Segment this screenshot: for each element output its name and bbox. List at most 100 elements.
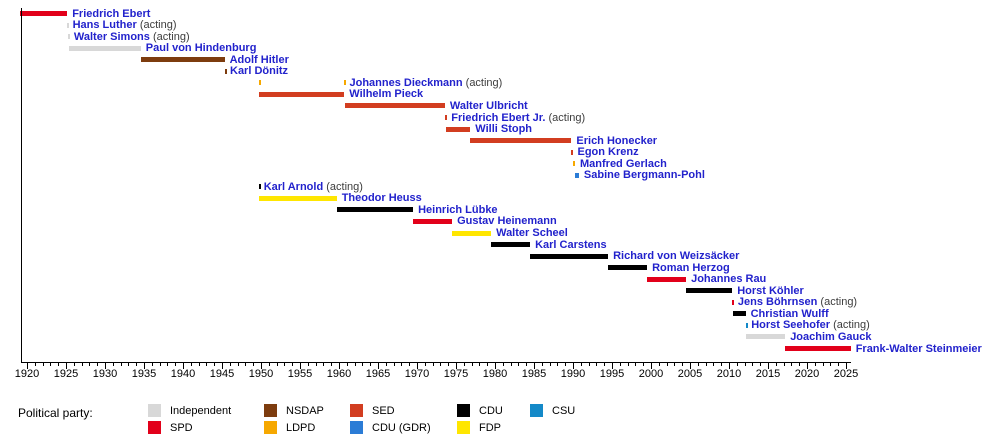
- person-label[interactable]: Erich Honecker: [576, 135, 657, 148]
- axis-minor-tick: [401, 363, 403, 366]
- axis-major-tick: [729, 363, 730, 369]
- person-label[interactable]: Hans Luther (acting): [73, 19, 177, 32]
- person-name[interactable]: Jens Böhrnsen: [737, 296, 818, 309]
- legend-item: SED: [350, 404, 480, 418]
- person-label[interactable]: Paul von Hindenburg: [146, 42, 257, 55]
- person-label[interactable]: Theodor Heuss: [342, 192, 422, 205]
- person-label[interactable]: Walter Simons (acting): [74, 31, 190, 44]
- axis-year-label: 2010: [716, 368, 742, 380]
- axis-minor-tick: [643, 363, 645, 366]
- person-name[interactable]: Karl Arnold: [263, 180, 324, 193]
- axis-minor-tick: [253, 363, 255, 366]
- legend-label: NSDAP: [286, 405, 324, 417]
- legend-swatch: [264, 421, 277, 434]
- legend-label: CDU: [479, 405, 503, 417]
- term-bar: [336, 207, 414, 213]
- person-label[interactable]: Manfred Gerlach: [580, 158, 667, 171]
- person-name[interactable]: Paul von Hindenburg: [145, 42, 257, 55]
- person-label[interactable]: Friedrich Ebert: [72, 8, 150, 21]
- person-name[interactable]: Karl Carstens: [535, 238, 607, 251]
- person-name[interactable]: Frank-Walter Steinmeier: [855, 342, 982, 355]
- person-label[interactable]: Walter Scheel: [496, 227, 568, 240]
- legend-swatch: [530, 404, 543, 417]
- person-name[interactable]: Gustav Heinemann: [457, 215, 557, 228]
- term-bar: [745, 322, 748, 328]
- axis-minor-tick: [229, 363, 231, 366]
- person-label[interactable]: Willi Stoph: [475, 123, 532, 136]
- person-label[interactable]: Karl Arnold (acting): [264, 181, 363, 194]
- person-name[interactable]: Walter Simons: [73, 30, 150, 43]
- person-name[interactable]: Karl Dönitz: [230, 65, 289, 78]
- person-label[interactable]: Roman Herzog: [652, 262, 730, 275]
- person-name[interactable]: Johannes Dieckmann: [349, 76, 463, 89]
- person-name[interactable]: Friedrich Ebert: [72, 7, 151, 20]
- term-bar: [732, 299, 735, 305]
- legend-swatch: [350, 404, 363, 417]
- axis-year-label: 1965: [365, 368, 391, 380]
- person-label[interactable]: Joachim Gauck: [790, 331, 871, 344]
- legend-item: NSDAP: [264, 404, 394, 418]
- person-name[interactable]: Johannes Rau: [691, 273, 767, 286]
- person-label[interactable]: Karl Carstens: [535, 239, 607, 252]
- person-label[interactable]: Wilhelm Pieck: [349, 88, 423, 101]
- person-label[interactable]: Horst Köhler: [737, 285, 804, 298]
- person-name[interactable]: Egon Krenz: [577, 146, 639, 159]
- person-label[interactable]: Johannes Dieckmann (acting): [350, 77, 503, 90]
- person-label[interactable]: Johannes Rau: [691, 273, 766, 286]
- axis-minor-tick: [81, 363, 83, 366]
- person-name[interactable]: Roman Herzog: [652, 261, 730, 274]
- person-name[interactable]: Christian Wulff: [750, 307, 829, 320]
- person-label[interactable]: Jens Böhrnsen (acting): [738, 296, 857, 309]
- person-label[interactable]: Sabine Bergmann-Pohl: [584, 169, 705, 182]
- person-label[interactable]: Adolf Hitler: [230, 54, 289, 67]
- axis-minor-tick: [136, 363, 138, 366]
- person-name[interactable]: Wilhelm Pieck: [349, 88, 424, 101]
- person-label[interactable]: Christian Wulff: [751, 308, 829, 321]
- person-name[interactable]: Sabine Bergmann-Pohl: [583, 169, 705, 182]
- axis-minor-tick: [448, 363, 450, 366]
- person-name[interactable]: Walter Ulbricht: [449, 99, 528, 112]
- person-name[interactable]: Friedrich Ebert Jr.: [451, 111, 546, 124]
- axis-major-tick: [612, 363, 613, 369]
- axis-year-label: 1985: [521, 368, 547, 380]
- legend-label: SED: [372, 405, 395, 417]
- person-name[interactable]: Manfred Gerlach: [580, 157, 667, 170]
- person-label[interactable]: Egon Krenz: [578, 146, 639, 159]
- person-name[interactable]: Horst Köhler: [737, 284, 804, 297]
- term-bar: [259, 80, 261, 86]
- acting-suffix: (acting): [545, 111, 586, 124]
- person-label[interactable]: Walter Ulbricht: [450, 100, 528, 113]
- person-name[interactable]: Willi Stoph: [475, 123, 533, 135]
- legend-label: FDP: [479, 422, 501, 434]
- axis-minor-tick: [510, 363, 512, 366]
- person-label[interactable]: Karl Dönitz: [230, 65, 288, 78]
- legend-item: FDP: [457, 421, 587, 435]
- person-label[interactable]: Richard von Weizsäcker: [613, 250, 739, 263]
- person-name[interactable]: Hans Luther: [72, 19, 137, 32]
- axis-minor-tick: [292, 363, 294, 366]
- person-name[interactable]: Walter Scheel: [496, 227, 568, 239]
- axis-year-label: 1940: [170, 368, 196, 380]
- person-label[interactable]: Horst Seehofer (acting): [751, 319, 870, 332]
- acting-suffix: (acting): [149, 30, 190, 43]
- person-name[interactable]: Heinrich Lübke: [418, 203, 498, 216]
- axis-minor-tick: [393, 363, 395, 366]
- person-name[interactable]: Richard von Weizsäcker: [613, 250, 740, 263]
- axis-major-tick: [417, 363, 418, 369]
- axis-minor-tick: [549, 363, 551, 366]
- axis-minor-tick: [541, 363, 543, 366]
- person-label[interactable]: Friedrich Ebert Jr. (acting): [451, 112, 585, 125]
- person-label[interactable]: Gustav Heinemann: [457, 215, 557, 228]
- axis-major-tick: [339, 363, 340, 369]
- axis-minor-tick: [721, 363, 723, 366]
- term-bar: [446, 126, 471, 132]
- person-label[interactable]: Frank-Walter Steinmeier: [856, 343, 982, 356]
- person-name[interactable]: Joachim Gauck: [790, 330, 872, 343]
- person-name[interactable]: Theodor Heuss: [341, 192, 422, 205]
- legend-label: Independent: [170, 405, 232, 417]
- person-label[interactable]: Heinrich Lübke: [418, 204, 497, 217]
- person-name[interactable]: Adolf Hitler: [229, 53, 289, 66]
- person-name[interactable]: Erich Honecker: [576, 134, 658, 147]
- person-name[interactable]: Horst Seehofer: [751, 319, 831, 332]
